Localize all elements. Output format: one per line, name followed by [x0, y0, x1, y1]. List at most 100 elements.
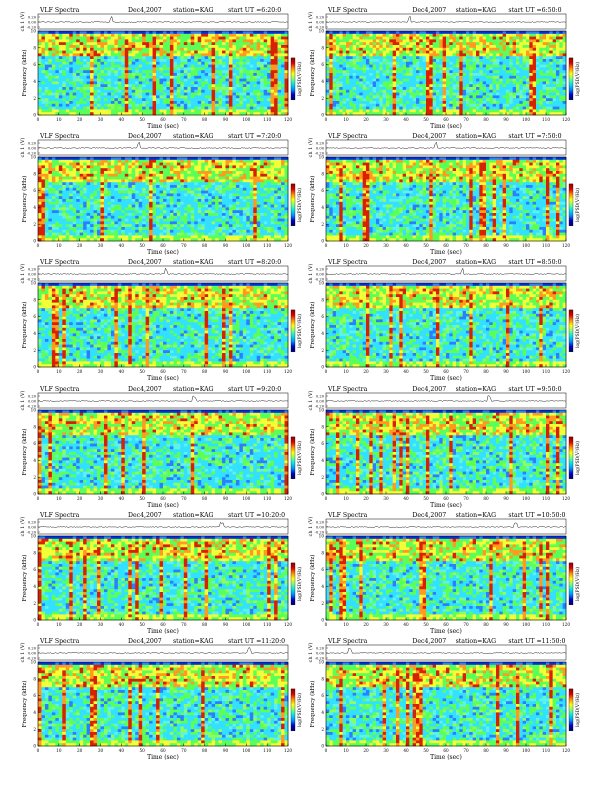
- spectrogram-bin: [546, 37, 550, 40]
- spectrogram-bin: [379, 45, 383, 48]
- spectrogram-bin: [90, 34, 94, 37]
- spectrogram-bin: [486, 56, 490, 59]
- spectrogram-bin: [194, 51, 198, 54]
- spectrogram-bin: [386, 34, 390, 37]
- spectrogram-bin: [359, 87, 363, 90]
- spectrogram-bin: [456, 81, 460, 84]
- spectrogram-bin: [80, 31, 84, 34]
- spectrogram-bin: [153, 107, 157, 110]
- spectrogram-bin: [236, 67, 240, 70]
- spectrogram-bin: [399, 39, 403, 42]
- spectrogram-bin: [90, 84, 94, 87]
- spectrogram-bin: [149, 81, 153, 84]
- spectrogram-bin: [278, 76, 282, 79]
- spectrogram-bin: [41, 107, 45, 110]
- spectrogram-bin: [73, 207, 77, 210]
- spectrogram-bin: [278, 31, 282, 34]
- spectrogram-bin: [529, 67, 533, 70]
- spectrogram-bin: [546, 65, 550, 68]
- spectrogram-bin: [423, 104, 427, 107]
- spectrogram-bin: [264, 104, 268, 107]
- spectrogram-bin: [253, 59, 257, 62]
- spectrogram-bin: [212, 37, 216, 40]
- spectrogram-bin: [559, 107, 563, 110]
- spectrogram-bin: [191, 37, 195, 40]
- spectrogram-bin: [516, 31, 520, 34]
- spectrogram-bin: [191, 93, 195, 96]
- spectrogram-bin: [97, 224, 101, 227]
- spectrogram-bin: [506, 90, 510, 93]
- spectrogram-bin: [38, 182, 42, 185]
- spectrogram-bin: [479, 39, 483, 42]
- spectrogram-bin: [232, 34, 236, 37]
- spectrogram-bin: [509, 48, 513, 51]
- spectrogram-bin: [128, 42, 132, 45]
- spectrogram-bin: [66, 185, 70, 188]
- spectrogram-bin: [184, 59, 188, 62]
- spectrogram-bin: [386, 84, 390, 87]
- spectrogram-bin: [453, 87, 457, 90]
- spectrogram-bin: [473, 104, 477, 107]
- spectrogram-bin: [449, 42, 453, 45]
- spectrogram-bin: [423, 56, 427, 59]
- spectrogram-bin: [369, 67, 373, 70]
- spectrogram-bin: [278, 90, 282, 93]
- spectrogram-bin: [373, 98, 377, 101]
- spectrogram-bin: [59, 48, 63, 51]
- spectrogram-bin: [559, 73, 563, 76]
- spectrogram-bin: [83, 48, 87, 51]
- spectrogram-bin: [506, 39, 510, 42]
- spectrogram-bin: [250, 45, 254, 48]
- spectrogram-bin: [201, 70, 205, 73]
- spectrogram-bin: [506, 48, 510, 51]
- spectrogram-bin: [553, 107, 557, 110]
- spectrogram-bin: [536, 95, 540, 98]
- spectrogram-bin: [473, 90, 477, 93]
- spectrogram-bin: [473, 87, 477, 90]
- spectrogram-bin: [184, 84, 188, 87]
- spectrogram-bin: [516, 87, 520, 90]
- spectrogram-bin: [73, 48, 77, 51]
- spectrogram-bin: [48, 177, 52, 180]
- spectrogram-bin: [87, 213, 91, 216]
- spectrogram-bin: [336, 37, 340, 40]
- spectrogram-bin: [559, 87, 563, 90]
- spectrogram-bin: [483, 104, 487, 107]
- spectrogram-bin: [416, 87, 420, 90]
- spectrogram-bin: [83, 185, 87, 188]
- spectrogram-bin: [87, 109, 91, 112]
- spectrogram-bin: [97, 216, 101, 219]
- spectrogram-bin: [526, 34, 530, 37]
- spectrogram-bin: [87, 210, 91, 213]
- spectrogram-bin: [339, 73, 343, 76]
- spectrogram-bin: [139, 48, 143, 51]
- spectrogram-bin: [250, 48, 254, 51]
- spectrogram-bin: [173, 67, 177, 70]
- spectrogram-bin: [125, 90, 129, 93]
- spectrogram-bin: [97, 199, 101, 202]
- spectrogram-bin: [326, 65, 330, 68]
- spectrogram-bin: [433, 98, 437, 101]
- spectrogram-bin: [45, 216, 49, 219]
- spectrogram-bin: [76, 81, 80, 84]
- spectrogram-bin: [264, 79, 268, 82]
- spectrogram-bin: [208, 42, 212, 45]
- spectrogram-bin: [142, 107, 146, 110]
- spectrogram-bin: [153, 95, 157, 98]
- spectrogram-bin: [55, 62, 59, 65]
- panel-station: station=KAG: [456, 7, 497, 14]
- spectrogram-bin: [513, 51, 517, 54]
- spectrogram-bin: [326, 67, 330, 70]
- spectrogram-bin: [73, 213, 77, 216]
- spectrogram-bin: [45, 109, 49, 112]
- spectrogram-bin: [87, 205, 91, 208]
- spectrogram-bin: [191, 45, 195, 48]
- spectrogram-bin: [399, 31, 403, 34]
- spectrogram-bin: [449, 51, 453, 54]
- spectrogram-bin: [38, 39, 42, 42]
- spectrogram-bin: [426, 93, 430, 96]
- spectrogram-bin: [66, 205, 70, 208]
- spectrogram-bin: [523, 51, 527, 54]
- spectrogram-bin: [499, 39, 503, 42]
- spectrogram-bin: [373, 76, 377, 79]
